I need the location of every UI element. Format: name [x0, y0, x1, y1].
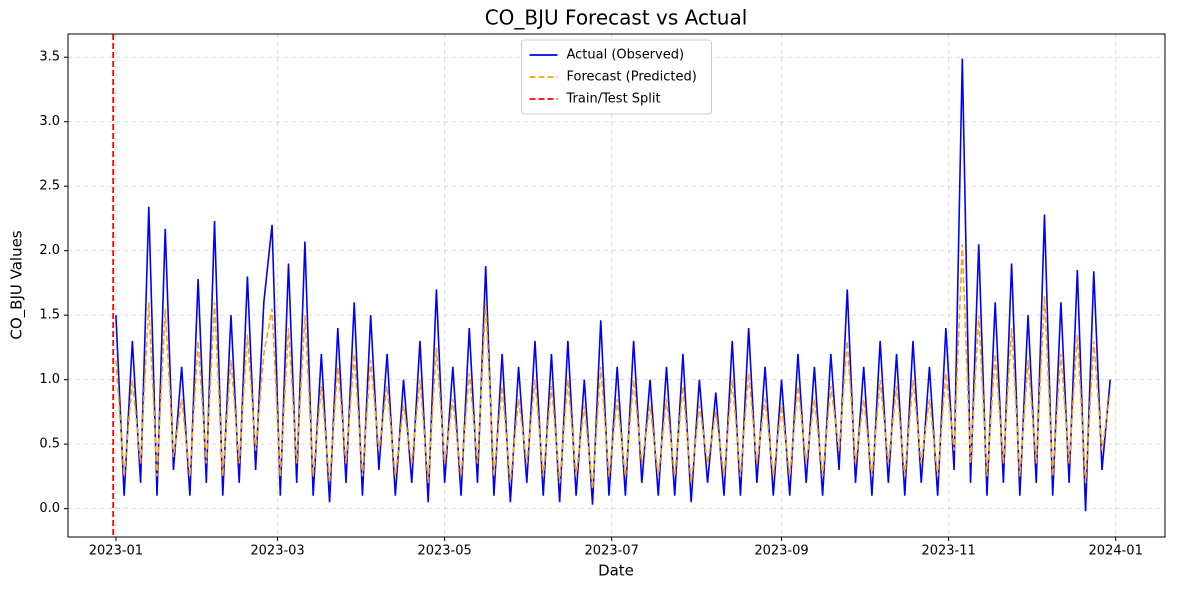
- x-tick-label: 2023-01: [89, 544, 143, 559]
- x-axis-label: Date: [598, 562, 634, 580]
- y-tick-label: 3.0: [39, 114, 60, 129]
- x-tick-label: 2023-05: [417, 544, 471, 559]
- y-tick-label: 2.5: [39, 179, 60, 194]
- y-tick-label: 0.5: [39, 437, 60, 452]
- legend-label: Train/Test Split: [566, 92, 661, 107]
- y-tick-label: 0.0: [39, 501, 60, 516]
- y-tick-label: 1.0: [39, 372, 60, 387]
- x-tick-label: 2023-03: [250, 544, 304, 559]
- x-tick-label: 2023-09: [754, 544, 808, 559]
- y-tick-label: 1.5: [39, 308, 60, 323]
- legend-label: Actual (Observed): [567, 48, 685, 63]
- chart-title: CO_BJU Forecast vs Actual: [485, 6, 748, 30]
- x-tick-label: 2023-11: [921, 544, 975, 559]
- y-tick-label: 3.5: [39, 50, 60, 65]
- plot-frame: [67, 33, 1166, 538]
- y-tick-label: 2.0: [39, 243, 60, 258]
- legend-box: [521, 39, 712, 115]
- x-tick-label: 2024-01: [1089, 544, 1143, 559]
- legend-label: Forecast (Predicted): [567, 70, 697, 85]
- x-tick-label: 2023-07: [585, 544, 639, 559]
- y-axis-label: CO_BJU Values: [8, 230, 27, 339]
